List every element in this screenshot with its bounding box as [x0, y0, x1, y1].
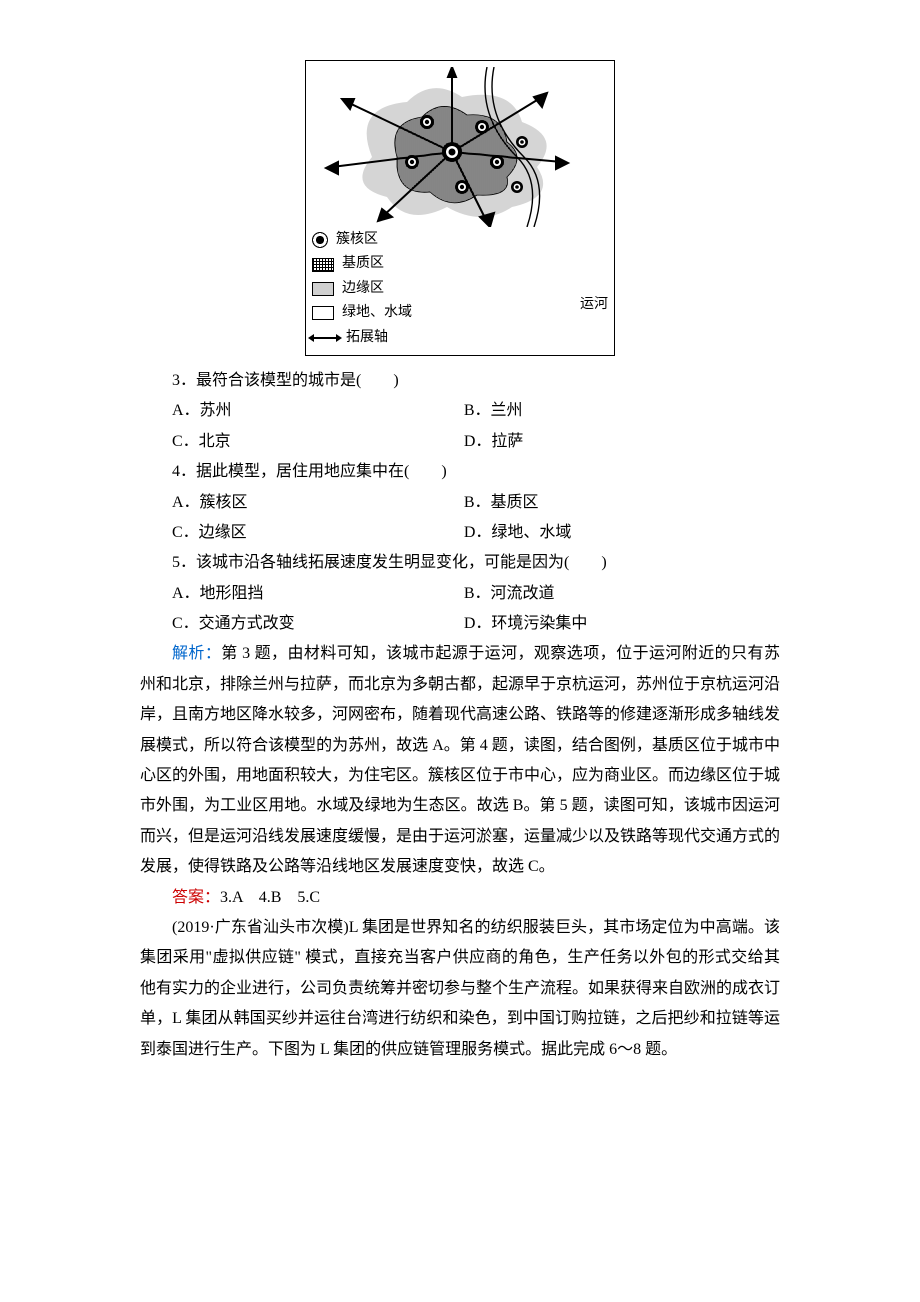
- explain-label: 解析：: [172, 645, 221, 662]
- legend-green-swatch: [312, 306, 334, 320]
- legend-axis: 拓展轴: [312, 327, 572, 349]
- city-model-figure: 簇核区 基质区 边缘区 绿地、水域: [305, 60, 615, 356]
- q4-C: C．边缘区: [172, 518, 464, 548]
- legend-green: 绿地、水域: [312, 302, 572, 324]
- legend: 簇核区 基质区 边缘区 绿地、水域: [312, 229, 572, 349]
- q5-opts-2: C．交通方式改变 D．环境污染集中: [172, 609, 780, 639]
- page: 簇核区 基质区 边缘区 绿地、水域: [0, 0, 920, 1302]
- legend-core-swatch: [312, 232, 328, 248]
- q4-opts-1: A．簇核区 B．基质区: [172, 488, 780, 518]
- q4-B: B．基质区: [464, 488, 780, 518]
- legend-axis-swatch: [312, 337, 338, 339]
- answer: 答案：3.A 4.B 5.C: [140, 883, 780, 913]
- map-block: 簇核区 基质区 边缘区 绿地、水域: [312, 67, 608, 349]
- city-model-svg: [312, 67, 572, 227]
- q5-opts-1: A．地形阻挡 B．河流改道: [172, 579, 780, 609]
- explanation: 解析：第 3 题，由材料可知，该城市起源于运河，观察选项，位于运河附近的只有苏州…: [140, 639, 780, 882]
- q3-D: D．拉萨: [464, 427, 780, 457]
- legend-core-label: 簇核区: [336, 229, 378, 251]
- canal-label: 运河: [580, 292, 608, 319]
- q3-C: C．北京: [172, 427, 464, 457]
- legend-edge: 边缘区: [312, 278, 572, 300]
- q4-stem: 4．据此模型，居住用地应集中在( ): [140, 457, 780, 487]
- q5-D: D．环境污染集中: [464, 609, 780, 639]
- q3-stem: 3．最符合该模型的城市是( ): [140, 366, 780, 396]
- legend-edge-swatch: [312, 282, 334, 296]
- legend-matrix-label: 基质区: [342, 253, 384, 275]
- q5-B: B．河流改道: [464, 579, 780, 609]
- q4-A: A．簇核区: [172, 488, 464, 518]
- answer-label: 答案：: [172, 889, 220, 906]
- canal-label-col: 运河: [580, 67, 608, 349]
- q3-B: B．兰州: [464, 396, 780, 426]
- figure-wrap: 簇核区 基质区 边缘区 绿地、水域: [140, 60, 780, 356]
- q3-A: A．苏州: [172, 396, 464, 426]
- explain-text: 第 3 题，由材料可知，该城市起源于运河，观察选项，位于运河附近的只有苏州和北京…: [140, 645, 780, 875]
- q4-D: D．绿地、水域: [464, 518, 780, 548]
- q3-opts-2: C．北京 D．拉萨: [172, 427, 780, 457]
- legend-matrix-swatch: [312, 258, 334, 272]
- legend-matrix: 基质区: [312, 253, 572, 275]
- answer-text: 3.A 4.B 5.C: [220, 889, 320, 906]
- q5-stem: 5．该城市沿各轴线拓展速度发生明显变化，可能是因为( ): [140, 548, 780, 578]
- legend-edge-label: 边缘区: [342, 278, 384, 300]
- q5-A: A．地形阻挡: [172, 579, 464, 609]
- legend-axis-label: 拓展轴: [346, 327, 388, 349]
- q3-opts-1: A．苏州 B．兰州: [172, 396, 780, 426]
- q5-C: C．交通方式改变: [172, 609, 464, 639]
- legend-and-map: 簇核区 基质区 边缘区 绿地、水域: [312, 67, 572, 349]
- legend-green-label: 绿地、水域: [342, 302, 412, 324]
- legend-core: 簇核区: [312, 229, 572, 251]
- passage: (2019·广东省汕头市次模)L 集团是世界知名的纺织服装巨头，其市场定位为中高…: [140, 913, 780, 1065]
- q4-opts-2: C．边缘区 D．绿地、水域: [172, 518, 780, 548]
